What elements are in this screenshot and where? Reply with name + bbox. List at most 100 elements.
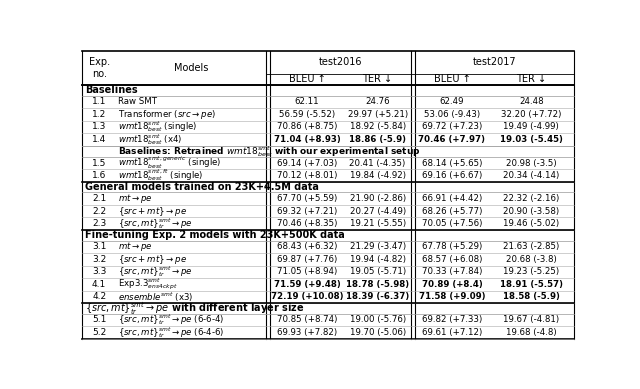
Text: 20.27 (-4.49): 20.27 (-4.49): [349, 207, 406, 216]
Text: 68.57 (+6.08): 68.57 (+6.08): [422, 255, 482, 264]
Text: 24.76: 24.76: [365, 97, 390, 106]
Text: 70.12 (+8.01): 70.12 (+8.01): [277, 171, 337, 180]
Text: 70.86 (+8.75): 70.86 (+8.75): [277, 122, 337, 131]
Text: 1.3: 1.3: [92, 122, 106, 131]
Text: $\{src,mt\}_{tr}^{smt} \rightarrow pe$: $\{src,mt\}_{tr}^{smt} \rightarrow pe$: [118, 216, 193, 231]
Text: $\{src+mt\} \rightarrow pe$: $\{src+mt\} \rightarrow pe$: [118, 253, 188, 266]
Text: 69.16 (+6.67): 69.16 (+6.67): [422, 171, 482, 180]
Text: 56.59 (-5.52): 56.59 (-5.52): [279, 110, 335, 119]
Text: 62.11: 62.11: [295, 97, 319, 106]
Text: Exp3.3$_{ens4ckpt}^{smt}$: Exp3.3$_{ens4ckpt}^{smt}$: [118, 277, 178, 292]
Text: 70.46 (+7.97): 70.46 (+7.97): [419, 135, 486, 144]
Text: 20.68 (-3.8): 20.68 (-3.8): [506, 255, 557, 264]
Text: test2017: test2017: [472, 58, 516, 67]
Text: 4.2: 4.2: [92, 293, 106, 301]
Text: General models trained on 23K+4.5M data: General models trained on 23K+4.5M data: [85, 182, 319, 192]
Text: 24.48: 24.48: [519, 97, 543, 106]
Text: 70.85 (+8.74): 70.85 (+8.74): [277, 315, 337, 324]
Text: 3.3: 3.3: [92, 267, 106, 276]
Text: 3.2: 3.2: [92, 255, 106, 264]
Text: 70.05 (+7.56): 70.05 (+7.56): [422, 219, 482, 228]
Text: 69.87 (+7.76): 69.87 (+7.76): [277, 255, 337, 264]
Text: $wmt18_{best}^{smt}$ (x4): $wmt18_{best}^{smt}$ (x4): [118, 132, 183, 147]
Text: 5.1: 5.1: [92, 315, 106, 324]
Text: 71.05 (+8.94): 71.05 (+8.94): [277, 267, 337, 276]
Text: BLEU ↑: BLEU ↑: [434, 74, 470, 84]
Text: 69.72 (+7.23): 69.72 (+7.23): [422, 122, 482, 131]
Text: 18.78 (-5.98): 18.78 (-5.98): [346, 280, 409, 289]
Text: 67.78 (+5.29): 67.78 (+5.29): [422, 242, 482, 251]
Text: 21.90 (-2.86): 21.90 (-2.86): [349, 194, 406, 203]
Text: $\{src+mt\} \rightarrow pe$: $\{src+mt\} \rightarrow pe$: [118, 205, 188, 218]
Text: 3.1: 3.1: [92, 242, 106, 251]
Text: 70.46 (+8.35): 70.46 (+8.35): [277, 219, 337, 228]
Text: Transformer ($src \rightarrow pe$): Transformer ($src \rightarrow pe$): [118, 108, 216, 121]
Text: 70.89 (+8.4): 70.89 (+8.4): [422, 280, 483, 289]
Text: 19.46 (-5.02): 19.46 (-5.02): [503, 219, 559, 228]
Text: 1.5: 1.5: [92, 159, 106, 168]
Text: 69.93 (+7.82): 69.93 (+7.82): [277, 328, 337, 337]
Text: 71.04 (+8.93): 71.04 (+8.93): [274, 135, 340, 144]
Text: 62.49: 62.49: [440, 97, 464, 106]
Text: 22.32 (-2.16): 22.32 (-2.16): [503, 194, 559, 203]
Text: 67.70 (+5.59): 67.70 (+5.59): [277, 194, 337, 203]
Text: 66.91 (+4.42): 66.91 (+4.42): [422, 194, 482, 203]
Text: 19.67 (-4.81): 19.67 (-4.81): [503, 315, 559, 324]
Text: 18.39 (-6.37): 18.39 (-6.37): [346, 293, 409, 301]
Text: 1.2: 1.2: [92, 110, 106, 119]
Text: TER ↓: TER ↓: [362, 74, 393, 84]
Text: 5.2: 5.2: [92, 328, 106, 337]
Text: 19.68 (-4.8): 19.68 (-4.8): [506, 328, 557, 337]
Text: 20.41 (-4.35): 20.41 (-4.35): [349, 159, 406, 168]
Text: Exp.
no.: Exp. no.: [88, 57, 109, 79]
Text: 1.1: 1.1: [92, 97, 106, 106]
Text: $mt \rightarrow pe$: $mt \rightarrow pe$: [118, 192, 153, 205]
Text: test2016: test2016: [319, 58, 362, 67]
Text: 29.97 (+5.21): 29.97 (+5.21): [348, 110, 408, 119]
Text: $ensemble^{smt}$ (x3): $ensemble^{smt}$ (x3): [118, 290, 194, 303]
Text: 2.3: 2.3: [92, 219, 106, 228]
Text: 68.14 (+5.65): 68.14 (+5.65): [422, 159, 482, 168]
Text: 4.1: 4.1: [92, 280, 106, 289]
Text: 68.26 (+5.77): 68.26 (+5.77): [422, 207, 482, 216]
Text: BLEU ↑: BLEU ↑: [289, 74, 326, 84]
Text: 53.06 (-9.43): 53.06 (-9.43): [424, 110, 480, 119]
Text: 18.92 (-5.84): 18.92 (-5.84): [349, 122, 406, 131]
Text: 20.34 (-4.14): 20.34 (-4.14): [503, 171, 559, 180]
Text: 20.98 (-3.5): 20.98 (-3.5): [506, 159, 557, 168]
Text: 19.03 (-5.45): 19.03 (-5.45): [500, 135, 563, 144]
Text: Models: Models: [174, 63, 208, 73]
Text: $\{src,mt\}_{tr}^{smt} \rightarrow pe$ (6-6-4): $\{src,mt\}_{tr}^{smt} \rightarrow pe$ (…: [118, 312, 225, 328]
Text: 21.63 (-2.85): 21.63 (-2.85): [503, 242, 559, 251]
Text: 69.14 (+7.03): 69.14 (+7.03): [277, 159, 337, 168]
Text: Baselines: Baselines: [85, 85, 138, 95]
Text: $mt \rightarrow pe$: $mt \rightarrow pe$: [118, 240, 153, 253]
Text: Fine-tuning Exp. 2 models with 23K+500K data: Fine-tuning Exp. 2 models with 23K+500K …: [85, 230, 345, 240]
Text: $wmt18_{best}^{smt}$ (single): $wmt18_{best}^{smt}$ (single): [118, 119, 198, 134]
Text: 20.90 (-3.58): 20.90 (-3.58): [503, 207, 559, 216]
Text: $\{src,mt\}_{tr}^{smt} \rightarrow pe$: $\{src,mt\}_{tr}^{smt} \rightarrow pe$: [118, 265, 193, 279]
Text: Baselines: Retrained $wmt18_{best}^{smt}$ with our experimental setup: Baselines: Retrained $wmt18_{best}^{smt}…: [118, 144, 420, 159]
Text: TER ↓: TER ↓: [516, 74, 547, 84]
Text: 69.32 (+7.21): 69.32 (+7.21): [277, 207, 337, 216]
Text: $\{src,mt\}_{tr}^{smt} \rightarrow pe$ (6-4-6): $\{src,mt\}_{tr}^{smt} \rightarrow pe$ (…: [118, 325, 225, 340]
Text: 69.61 (+7.12): 69.61 (+7.12): [422, 328, 482, 337]
Text: 72.19 (+10.08): 72.19 (+10.08): [271, 293, 344, 301]
Text: 2.2: 2.2: [92, 207, 106, 216]
Text: Raw SMT: Raw SMT: [118, 97, 157, 106]
Text: 19.05 (-5.71): 19.05 (-5.71): [349, 267, 406, 276]
Text: 2.1: 2.1: [92, 194, 106, 203]
Text: 18.58 (-5.9): 18.58 (-5.9): [503, 293, 560, 301]
Text: 19.70 (-5.06): 19.70 (-5.06): [349, 328, 406, 337]
Text: 1.6: 1.6: [92, 171, 106, 180]
Text: 21.29 (-3.47): 21.29 (-3.47): [349, 242, 406, 251]
Text: $wmt18_{best}^{smt,generic}$ (single): $wmt18_{best}^{smt,generic}$ (single): [118, 155, 222, 171]
Text: 69.82 (+7.33): 69.82 (+7.33): [422, 315, 482, 324]
Text: 68.43 (+6.32): 68.43 (+6.32): [277, 242, 337, 251]
Text: $\{src,mt\}_{tr}^{smt} \rightarrow pe$ with different layer size: $\{src,mt\}_{tr}^{smt} \rightarrow pe$ w…: [85, 300, 304, 317]
Text: 19.49 (-4.99): 19.49 (-4.99): [504, 122, 559, 131]
Text: 18.91 (-5.57): 18.91 (-5.57): [500, 280, 563, 289]
Text: 70.33 (+7.84): 70.33 (+7.84): [422, 267, 482, 276]
Text: $wmt18_{best}^{smt,ft}$ (single): $wmt18_{best}^{smt,ft}$ (single): [118, 168, 204, 183]
Text: 1.4: 1.4: [92, 135, 106, 144]
